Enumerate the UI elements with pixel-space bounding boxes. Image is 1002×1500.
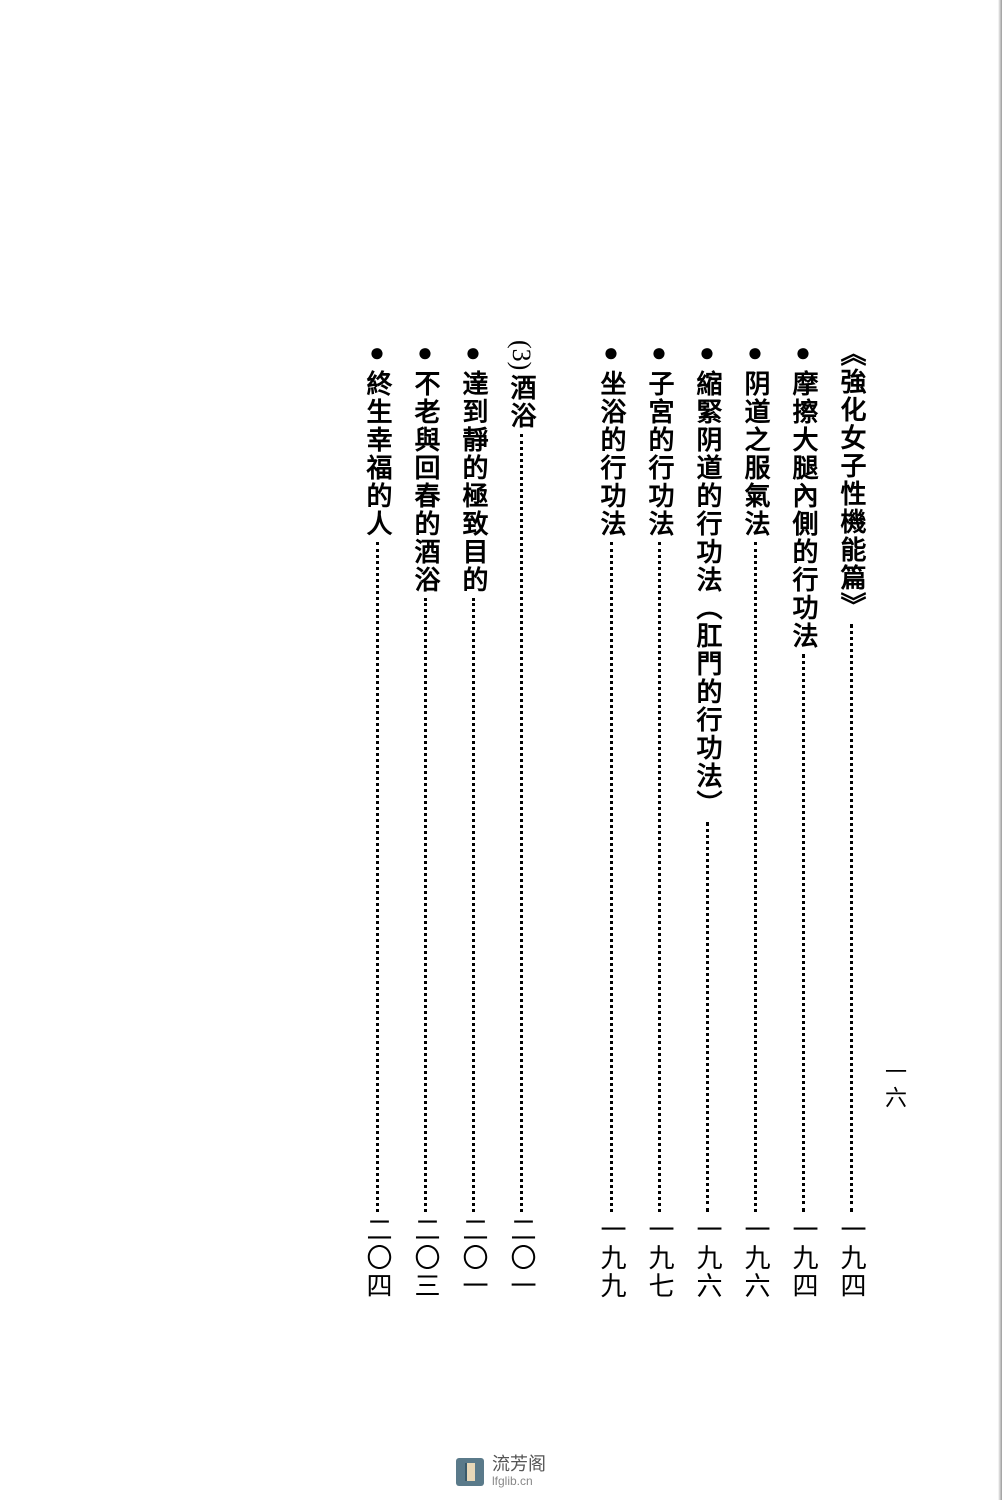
toc-entry: ● 阴道之服氣法一九六 [739,340,771,1300]
bullet-icon: ● [699,340,715,366]
toc-title: 坐浴的行功法 [598,370,624,538]
edge-shadow [998,0,1002,1500]
leader-dots [658,542,661,1212]
toc-page-number: 一九九 [598,1216,624,1300]
footer-text: 流芳阁 lfglib.cn [492,1455,546,1488]
toc-entry: ● 達到靜的極致目的二〇一 [457,340,489,1300]
bullet-icon: ● [603,340,619,366]
toc-title: 阴道之服氣法 [742,370,768,538]
bullet-icon: ● [651,340,667,366]
toc-title: 縮緊阴道的行功法︵肛門的行功法︶ [694,370,720,818]
toc-page-number: 二〇一 [508,1216,534,1300]
bullet-icon: ● [417,340,433,366]
toc-entry: ● 縮緊阴道的行功法︵肛門的行功法︶ 一九六 [691,340,723,1300]
toc-title: 不老與回春的酒浴 [412,370,438,594]
toc-page-number: 一九六 [742,1216,768,1300]
bullet-icon: ● [369,340,385,366]
leader-dots [424,598,427,1212]
toc-page-number: 二〇三 [412,1216,438,1300]
footer-book-icon [456,1458,484,1486]
leader-dots [472,598,475,1212]
toc-title: 達到靜的極致目的 [460,370,486,594]
toc-entry: ● 摩擦大腿內側的行功法一九四 [787,340,819,1300]
toc-entry: ● 子宮的行功法一九七 [643,340,675,1300]
toc-title: 《強化女子性機能篇》 [838,340,864,620]
toc-page-number: 一九四 [838,1216,864,1300]
bullet-icon: ● [747,340,763,366]
leader-dots [850,624,853,1212]
toc-page-number: 一九四 [790,1216,816,1300]
toc-title: 子宮的行功法 [646,370,672,538]
leader-dots [802,654,805,1212]
toc-title: 酒浴 [508,374,534,430]
toc-page-number: 一九六 [694,1216,720,1300]
leader-dots [520,434,523,1212]
section-number: (3) [508,340,534,370]
footer-watermark: 流芳阁 lfglib.cn [0,1455,1002,1488]
toc-title: 摩擦大腿內側的行功法 [790,370,816,650]
toc-content-area: 《強化女子性機能篇》一九四 ● 摩擦大腿內側的行功法一九四 ● 阴道之服氣法一九六 ● 縮緊… [215,340,870,1340]
leader-dots [706,822,709,1212]
bullet-icon: ● [795,340,811,366]
toc-title: 終生幸福的人 [364,370,390,538]
leader-dots [376,542,379,1212]
toc-entry: ● 不老與回春的酒浴二〇三 [409,340,441,1300]
toc-entry: (3) 酒浴二〇一 [505,340,537,1300]
toc-page-number: 一九七 [646,1216,672,1300]
toc-page-number: 二〇四 [364,1216,390,1300]
toc-entry: 《強化女子性機能篇》一九四 [835,340,867,1300]
toc-entry: ● 終生幸福的人二〇四 [361,340,393,1300]
footer-cn: 流芳阁 [492,1455,546,1475]
bullet-icon: ● [465,340,481,366]
toc-entry: ● 坐浴的行功法一九九 [595,340,627,1300]
leader-dots [754,542,757,1212]
toc-page-number: 二〇一 [460,1216,486,1300]
leader-dots [610,542,613,1212]
footer-url: lfglib.cn [492,1475,546,1488]
side-page-number: 一六 [878,1060,910,1112]
